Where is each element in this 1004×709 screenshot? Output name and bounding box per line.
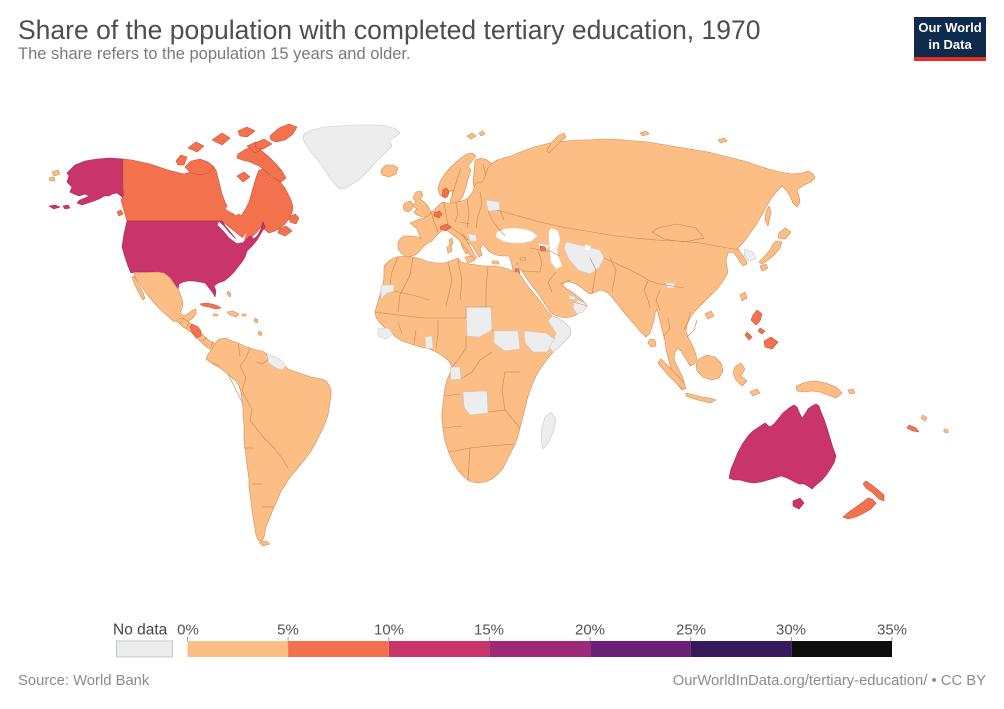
svg-text:15%: 15% (474, 622, 504, 639)
svg-text:5%: 5% (277, 622, 299, 639)
svg-text:30%: 30% (776, 622, 806, 639)
svg-text:20%: 20% (575, 622, 605, 639)
svg-text:25%: 25% (676, 622, 706, 639)
svg-text:35%: 35% (877, 622, 907, 639)
svg-text:0%: 0% (177, 622, 199, 639)
svg-text:No data: No data (113, 622, 168, 639)
svg-text:10%: 10% (374, 622, 404, 639)
